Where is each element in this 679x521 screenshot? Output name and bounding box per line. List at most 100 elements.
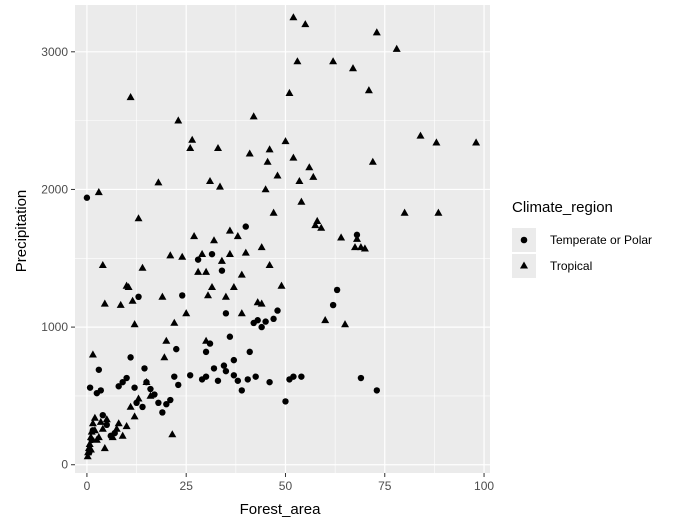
- point-temperate-or-polar: [86, 384, 94, 391]
- point-temperate-or-polar: [290, 373, 297, 380]
- point-tropical: [351, 243, 359, 251]
- point-tropical: [237, 270, 246, 278]
- point-tropical: [257, 243, 266, 251]
- point-tropical: [124, 283, 133, 290]
- point-temperate-or-polar: [123, 374, 130, 382]
- point-temperate-or-polar: [214, 377, 222, 384]
- point-tropical: [86, 433, 95, 441]
- point-tropical: [202, 267, 210, 275]
- point-tropical: [400, 208, 409, 216]
- point-tropical: [221, 292, 230, 300]
- point-tropical: [229, 283, 238, 290]
- point-tropical: [214, 144, 222, 151]
- point-temperate-or-polar: [127, 354, 134, 361]
- point-temperate-or-polar: [159, 409, 166, 416]
- data-points: [83, 13, 481, 460]
- point-tropical: [309, 172, 318, 180]
- point-tropical: [285, 88, 294, 96]
- point-tropical: [225, 249, 234, 257]
- point-tropical: [142, 378, 151, 385]
- point-tropical: [138, 263, 147, 271]
- point-tropical: [434, 208, 443, 216]
- point-tropical: [210, 236, 218, 244]
- point-tropical: [293, 57, 302, 65]
- point-tropical: [88, 350, 97, 358]
- point-temperate-or-polar: [175, 381, 182, 389]
- point-tropical: [341, 320, 349, 328]
- y-tick-label: 2000: [41, 182, 68, 196]
- point-tropical: [182, 309, 191, 317]
- point-tropical: [269, 208, 278, 216]
- point-tropical: [289, 13, 298, 21]
- point-temperate-or-polar: [202, 348, 210, 356]
- point-temperate-or-polar: [230, 356, 238, 364]
- point-tropical: [194, 267, 203, 275]
- point-temperate-or-polar: [194, 256, 202, 263]
- point-tropical: [112, 424, 121, 432]
- point-tropical: [349, 64, 357, 72]
- point-tropical: [317, 223, 326, 231]
- point-tropical: [146, 391, 155, 399]
- point-tropical: [190, 232, 199, 240]
- point-tropical: [94, 188, 103, 196]
- point-temperate-or-polar: [258, 323, 265, 331]
- point-tropical: [130, 320, 139, 328]
- point-tropical: [416, 131, 425, 139]
- y-tick-label: 1000: [41, 320, 68, 334]
- point-temperate-or-polar: [274, 307, 281, 314]
- point-temperate-or-polar: [139, 403, 146, 411]
- legend-title: Climate_region: [512, 199, 613, 216]
- point-temperate-or-polar: [222, 367, 230, 375]
- point-tropical: [108, 433, 117, 441]
- point-tropical: [261, 185, 270, 193]
- point-temperate-or-polar: [238, 387, 245, 394]
- point-tropical: [126, 93, 135, 101]
- point-tropical: [273, 171, 282, 179]
- point-temperate-or-polar: [210, 365, 218, 372]
- grid-lines: [75, 5, 490, 473]
- point-tropical: [202, 336, 210, 344]
- point-temperate-or-polar: [218, 267, 226, 274]
- point-temperate-or-polar: [173, 345, 180, 353]
- point-tropical: [265, 261, 274, 268]
- point-tropical: [94, 433, 103, 441]
- point-temperate-or-polar: [141, 365, 148, 372]
- point-temperate-or-polar: [179, 292, 186, 299]
- point-tropical: [98, 261, 107, 268]
- y-tick-label: 3000: [41, 45, 68, 59]
- point-tropical: [217, 256, 226, 264]
- point-temperate-or-polar: [298, 373, 305, 380]
- point-temperate-or-polar: [220, 362, 228, 369]
- point-tropical: [126, 402, 135, 410]
- point-tropical: [102, 415, 111, 423]
- point-tropical: [186, 144, 195, 151]
- point-temperate-or-polar: [246, 348, 253, 356]
- point-tropical: [257, 299, 266, 307]
- point-tropical: [90, 413, 99, 421]
- x-tick-label: 50: [279, 479, 293, 493]
- point-tropical: [170, 318, 179, 326]
- point-tropical: [372, 28, 381, 36]
- point-tropical: [301, 20, 310, 28]
- point-tropical: [118, 431, 127, 439]
- point-tropical: [245, 149, 254, 157]
- point-tropical: [281, 137, 290, 145]
- legend-circle-icon: [520, 236, 528, 244]
- point-tropical: [168, 430, 177, 438]
- point-tropical: [364, 86, 373, 94]
- x-tick-label: 75: [378, 479, 392, 493]
- point-tropical: [208, 283, 216, 290]
- point-tropical: [83, 452, 92, 460]
- legend: Climate_region Temperate or Polar Tropic…: [512, 199, 652, 278]
- point-temperate-or-polar: [282, 398, 289, 405]
- point-tropical: [122, 422, 131, 430]
- point-tropical: [368, 157, 377, 165]
- point-tropical: [241, 248, 250, 256]
- point-temperate-or-polar: [115, 383, 122, 390]
- x-tick-label: 0: [84, 479, 91, 493]
- x-tick-label: 100: [474, 479, 494, 493]
- point-temperate-or-polar: [357, 374, 365, 382]
- point-tropical: [198, 249, 207, 257]
